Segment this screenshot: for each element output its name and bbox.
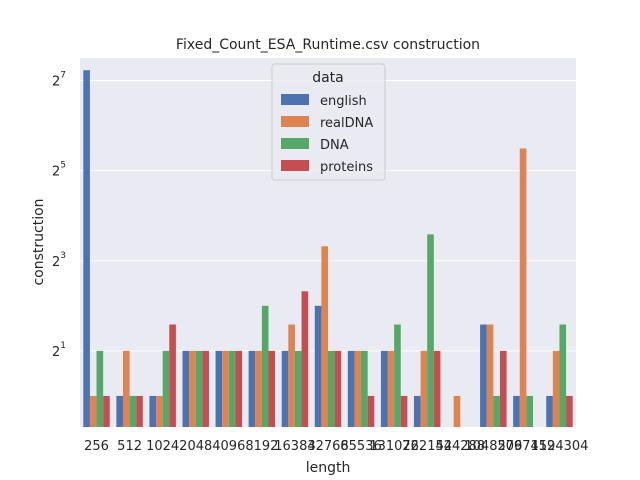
bar-proteins-4096	[235, 350, 243, 427]
x-tick-label: 8192	[245, 439, 278, 454]
bar-english-2048	[182, 350, 190, 427]
bar-DNA-16384	[294, 350, 302, 427]
bar-english-1024	[149, 395, 157, 427]
x-tick-label: 32768	[307, 439, 348, 454]
legend-label-realDNA: realDNA	[320, 116, 373, 131]
bar-DNA-131072	[394, 324, 401, 427]
bar-realDNA-512	[122, 350, 130, 427]
bar-english-262144	[413, 395, 421, 427]
legend: data english realDNA DNA proteins	[271, 63, 386, 181]
bar-english-65536	[347, 350, 355, 427]
bar-DNA-65536	[361, 350, 368, 427]
bar-proteins-4194304	[566, 395, 573, 427]
bar-english-4194304	[546, 395, 553, 427]
bar-english-4096	[215, 350, 223, 427]
bar-DNA-2097152	[526, 395, 534, 427]
legend-items: english realDNA DNA proteins	[281, 94, 373, 175]
x-tick-label: 2097152	[497, 439, 555, 454]
legend-swatch-realDNA	[281, 116, 309, 127]
bar-english-16384	[281, 350, 289, 427]
bar-english-8192	[248, 350, 256, 427]
legend-box	[271, 63, 386, 181]
x-tick-label: 65536	[340, 439, 381, 454]
x-tick-label: 256	[84, 439, 109, 454]
bar-english-131072	[380, 350, 388, 427]
bar-realDNA-65536	[354, 350, 362, 427]
bar-DNA-4194304	[559, 324, 567, 427]
bar-proteins-1048576	[499, 350, 507, 427]
y-tick-label: 25	[52, 161, 66, 180]
chart-title: Fixed_Count_ESA_Runtime.csv construction	[176, 37, 480, 53]
bar-DNA-8192	[261, 305, 269, 427]
bar-DNA-262144	[427, 234, 434, 427]
legend-label-DNA: DNA	[320, 138, 349, 153]
bar-english-512	[116, 395, 123, 427]
bar-DNA-4096	[228, 350, 236, 427]
bar-realDNA-262144	[420, 350, 428, 427]
x-tick-label: 262144	[402, 439, 452, 454]
bar-english-256	[83, 70, 90, 427]
bar-proteins-8192	[268, 350, 276, 427]
bar-realDNA-524288	[453, 395, 461, 427]
legend-swatch-proteins	[281, 160, 309, 171]
x-tick-label: 1024	[146, 439, 179, 454]
bar-proteins-262144	[433, 350, 441, 427]
x-tick-label: 4194304	[531, 439, 589, 454]
x-tick-label: 2048	[179, 439, 212, 454]
bar-proteins-32768	[334, 350, 342, 427]
x-tick-label: 4096	[212, 439, 245, 454]
x-tick-labels: 256 512 1024 2048 4096 8192163843276865536131…	[84, 439, 588, 454]
legend-swatch-DNA	[281, 138, 309, 149]
bar-realDNA-1048576	[486, 324, 494, 427]
bar-english-1048576	[480, 324, 487, 427]
bars	[83, 70, 573, 427]
x-tick-label: 1048576	[464, 439, 522, 454]
bar-realDNA-2097152	[519, 148, 527, 427]
x-tick-label: 512	[117, 439, 142, 454]
y-tick-labels: 21 23 25 27	[52, 71, 66, 360]
bar-proteins-131072	[400, 395, 408, 427]
bar-realDNA-4096	[222, 350, 229, 427]
x-tick-label: 16384	[274, 439, 315, 454]
y-tick-label: 23	[52, 251, 66, 270]
bar-DNA-256	[96, 350, 104, 427]
bar-realDNA-2048	[189, 350, 196, 427]
x-tick-label: 131072	[369, 439, 419, 454]
bar-proteins-65536	[367, 395, 375, 427]
bar-english-32768	[314, 305, 322, 427]
bar-DNA-32768	[328, 350, 335, 427]
bar-realDNA-8192	[255, 350, 262, 427]
legend-title: data	[312, 70, 344, 86]
x-axis-title: length	[306, 460, 351, 476]
y-tick-label: 21	[52, 341, 66, 360]
legend-label-english: english	[320, 94, 367, 109]
bar-realDNA-16384	[288, 324, 295, 427]
x-tick-label: 524288	[435, 439, 485, 454]
y-axis-title: construction	[31, 198, 47, 285]
legend-label-proteins: proteins	[320, 160, 373, 175]
y-tick-label: 27	[52, 71, 66, 90]
bar-realDNA-1024	[156, 395, 163, 427]
bar-proteins-1024	[169, 324, 176, 427]
bar-realDNA-4194304	[552, 350, 560, 427]
bar-proteins-256	[103, 395, 110, 427]
bar-DNA-1024	[162, 350, 170, 427]
bar-realDNA-256	[89, 395, 97, 427]
bar-proteins-2048	[202, 350, 209, 427]
bar-realDNA-131072	[387, 350, 395, 427]
legend-swatch-english	[281, 94, 309, 105]
bar-english-2097152	[513, 395, 520, 427]
bar-proteins-512	[136, 395, 143, 427]
bar-proteins-16384	[301, 291, 309, 427]
bar-DNA-512	[129, 395, 137, 427]
bar-DNA-1048576	[493, 395, 500, 427]
bar-realDNA-32768	[321, 246, 328, 427]
bar-DNA-2048	[195, 350, 203, 427]
